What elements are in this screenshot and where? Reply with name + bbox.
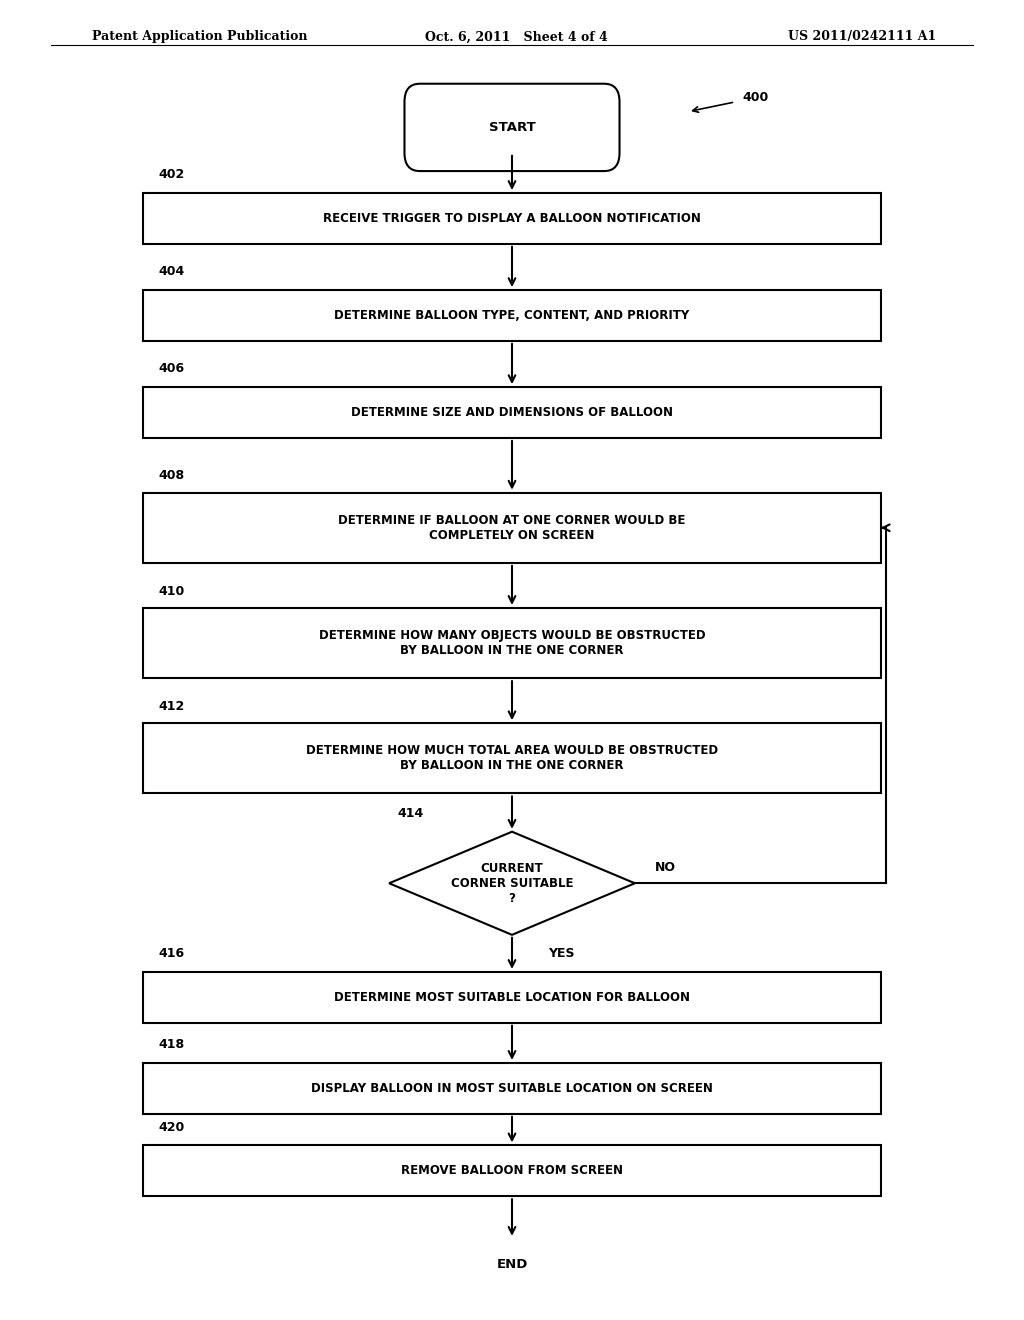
Polygon shape	[389, 832, 635, 935]
Text: 404: 404	[159, 265, 185, 279]
FancyBboxPatch shape	[143, 607, 881, 678]
FancyBboxPatch shape	[404, 1221, 620, 1308]
Text: NO: NO	[655, 861, 677, 874]
Text: 402: 402	[159, 169, 185, 181]
FancyBboxPatch shape	[143, 193, 881, 244]
FancyBboxPatch shape	[143, 1063, 881, 1114]
FancyBboxPatch shape	[143, 290, 881, 341]
Text: 412: 412	[159, 700, 185, 713]
FancyBboxPatch shape	[143, 1146, 881, 1196]
Text: 410: 410	[159, 585, 185, 598]
Text: 420: 420	[159, 1121, 185, 1134]
Text: DETERMINE HOW MANY OBJECTS WOULD BE OBSTRUCTED
BY BALLOON IN THE ONE CORNER: DETERMINE HOW MANY OBJECTS WOULD BE OBST…	[318, 630, 706, 657]
Text: RECEIVE TRIGGER TO DISPLAY A BALLOON NOTIFICATION: RECEIVE TRIGGER TO DISPLAY A BALLOON NOT…	[323, 213, 701, 224]
FancyBboxPatch shape	[143, 387, 881, 438]
Text: DETERMINE IF BALLOON AT ONE CORNER WOULD BE
COMPLETELY ON SCREEN: DETERMINE IF BALLOON AT ONE CORNER WOULD…	[338, 513, 686, 541]
Text: START: START	[488, 121, 536, 133]
Text: REMOVE BALLOON FROM SCREEN: REMOVE BALLOON FROM SCREEN	[401, 1164, 623, 1177]
Text: DETERMINE HOW MUCH TOTAL AREA WOULD BE OBSTRUCTED
BY BALLOON IN THE ONE CORNER: DETERMINE HOW MUCH TOTAL AREA WOULD BE O…	[306, 744, 718, 772]
Text: DETERMINE BALLOON TYPE, CONTENT, AND PRIORITY: DETERMINE BALLOON TYPE, CONTENT, AND PRI…	[335, 309, 689, 322]
Text: END: END	[497, 1258, 527, 1271]
Text: 406: 406	[159, 363, 185, 375]
Text: 400: 400	[742, 91, 769, 104]
Text: 418: 418	[159, 1039, 185, 1051]
Text: US 2011/0242111 A1: US 2011/0242111 A1	[788, 30, 937, 44]
FancyBboxPatch shape	[143, 723, 881, 793]
Text: 416: 416	[159, 948, 185, 960]
FancyBboxPatch shape	[404, 83, 620, 172]
Text: DISPLAY BALLOON IN MOST SUITABLE LOCATION ON SCREEN: DISPLAY BALLOON IN MOST SUITABLE LOCATIO…	[311, 1082, 713, 1094]
Text: DETERMINE MOST SUITABLE LOCATION FOR BALLOON: DETERMINE MOST SUITABLE LOCATION FOR BAL…	[334, 991, 690, 1003]
Text: Oct. 6, 2011   Sheet 4 of 4: Oct. 6, 2011 Sheet 4 of 4	[425, 30, 607, 44]
FancyBboxPatch shape	[143, 972, 881, 1023]
Text: 414: 414	[397, 807, 424, 820]
Text: 408: 408	[159, 469, 185, 482]
FancyBboxPatch shape	[143, 492, 881, 562]
Text: DETERMINE SIZE AND DIMENSIONS OF BALLOON: DETERMINE SIZE AND DIMENSIONS OF BALLOON	[351, 407, 673, 418]
Text: CURRENT
CORNER SUITABLE
?: CURRENT CORNER SUITABLE ?	[451, 862, 573, 904]
Text: Patent Application Publication: Patent Application Publication	[92, 30, 307, 44]
Text: YES: YES	[548, 946, 574, 960]
